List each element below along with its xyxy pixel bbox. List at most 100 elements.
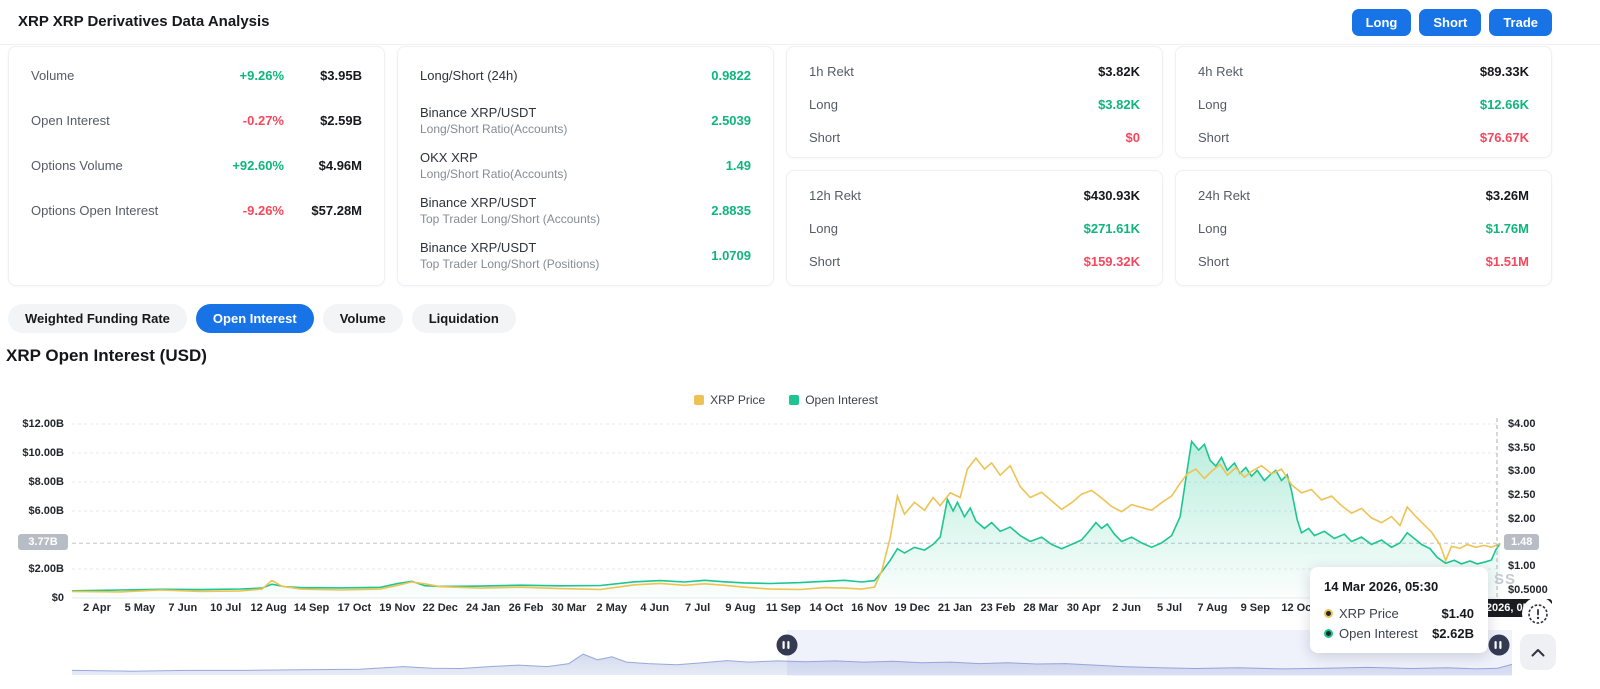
legend-item-open-interest[interactable]: Open Interest bbox=[789, 393, 878, 407]
tooltip-series-value: $1.40 bbox=[1441, 605, 1474, 621]
x-axis-label: 2 May bbox=[596, 602, 628, 614]
y-axis-right-label: $2.50 bbox=[1508, 489, 1536, 502]
xrp-price-line bbox=[71, 456, 1501, 593]
x-axis-label: 12 Aug bbox=[250, 602, 287, 614]
ratio-value: 2.5039 bbox=[711, 113, 751, 128]
rekt-label: Long bbox=[1198, 221, 1227, 236]
y-axis-left-label: $8.00B bbox=[28, 476, 64, 488]
chart-legend: XRP Price Open Interest bbox=[0, 393, 1572, 407]
x-axis-label: 12 Oct bbox=[1281, 602, 1316, 614]
overview-row: Volume +9.26% $3.95B bbox=[31, 53, 362, 98]
x-axis-label: 5 May bbox=[124, 602, 156, 614]
x-axis-label: 21 Jan bbox=[937, 602, 973, 614]
navigator-handle-right[interactable] bbox=[1488, 634, 1510, 656]
y-axis-left-label: $2.00B bbox=[28, 563, 64, 575]
x-axis-label: 23 Feb bbox=[980, 602, 1016, 614]
ratio-value: 2.8835 bbox=[711, 203, 751, 218]
rekt-row: Short $0 bbox=[809, 121, 1140, 154]
alert-seal-icon bbox=[1528, 603, 1548, 624]
tooltip-series-dot-icon bbox=[1324, 608, 1333, 618]
rekt-label: Long bbox=[809, 221, 838, 236]
x-axis-label: 30 Apr bbox=[1066, 602, 1101, 614]
x-axis-label: 4 Jun bbox=[640, 602, 670, 614]
navigator-handle-left[interactable] bbox=[776, 634, 798, 656]
x-axis-label: 10 Jul bbox=[210, 602, 242, 614]
ratio-name: OKX XRP Long/Short Ratio(Accounts) bbox=[420, 149, 726, 182]
tooltip-date: 14 Mar 2026, 05:30 bbox=[1324, 579, 1439, 594]
scroll-top-button[interactable] bbox=[1520, 634, 1556, 670]
y-axis-left-label: $10.00B bbox=[22, 447, 64, 459]
ratio-row: OKX XRP Long/Short Ratio(Accounts) 1.49 bbox=[420, 143, 751, 188]
rekt-value: $1.76M bbox=[1485, 221, 1529, 236]
chart-tabs: Weighted Funding Rate Open Interest Volume… bbox=[8, 304, 516, 333]
metric-change: +9.26% bbox=[239, 68, 284, 83]
rekt-value: $12.66K bbox=[1479, 97, 1529, 112]
ratio-row: Long/Short (24h) 0.9822 bbox=[420, 53, 751, 98]
long-short-ratios-card: Long/Short (24h) 0.9822 Binance XRP/USDT Lo… bbox=[397, 46, 774, 286]
rekt-label: 12h Rekt bbox=[809, 188, 862, 203]
x-axis-label: 24 Jan bbox=[465, 602, 501, 614]
x-axis-label: 5 Jul bbox=[1156, 602, 1183, 614]
rekt-card-12h: 12h Rekt $430.93K Long $271.61K Short $159.32… bbox=[786, 170, 1163, 286]
legend-item-xrp-price[interactable]: XRP Price bbox=[694, 393, 765, 407]
header-actions: Long Short Trade bbox=[1351, 9, 1552, 36]
floating-controls bbox=[1520, 597, 1556, 670]
ratio-value: 0.9822 bbox=[711, 68, 751, 83]
metric-value: $4.96M bbox=[318, 158, 362, 173]
page-header: XRP XRP Derivatives Data Analysis Long Sh… bbox=[0, 0, 1600, 45]
watermark: SS bbox=[1494, 571, 1517, 588]
y-axis-left-label: $12.00B bbox=[22, 418, 64, 430]
tooltip-row: Open Interest $2.62B bbox=[1324, 623, 1474, 643]
open-interest-area bbox=[72, 441, 1500, 598]
metric-label: Options Volume bbox=[31, 158, 123, 173]
metric-value: $2.59B bbox=[320, 113, 362, 128]
tab-liquidation[interactable]: Liquidation bbox=[411, 304, 516, 333]
price-current-badge: 1.48 bbox=[1504, 534, 1540, 550]
rekt-label: Long bbox=[1198, 97, 1227, 112]
ratio-name: Long/Short (24h) bbox=[420, 67, 711, 84]
y-axis-right-label: $3.00 bbox=[1508, 465, 1536, 478]
rekt-label: Long bbox=[809, 97, 838, 112]
ratio-subtitle: Top Trader Long/Short (Positions) bbox=[420, 257, 600, 271]
tab-volume[interactable]: Volume bbox=[322, 304, 403, 333]
alert-badge-button[interactable] bbox=[1521, 597, 1555, 630]
rekt-row: Short $76.67K bbox=[1198, 121, 1529, 154]
rekt-label: 1h Rekt bbox=[809, 64, 854, 79]
ratio-value: 1.49 bbox=[725, 158, 751, 173]
trade-action-button-trade[interactable]: Trade bbox=[1489, 9, 1552, 36]
rekt-label: Short bbox=[1198, 254, 1230, 269]
rekt-value: $1.51M bbox=[1485, 254, 1529, 269]
rekt-value: $159.32K bbox=[1083, 254, 1140, 269]
metric-change: +92.60% bbox=[232, 158, 284, 173]
ratio-name: Binance XRP/USDT Top Trader Long/Short (P… bbox=[420, 239, 711, 272]
y-axis-right-label: $3.50 bbox=[1508, 441, 1536, 454]
rekt-row: Short $1.51M bbox=[1198, 245, 1529, 278]
rekt-row: 4h Rekt $89.33K bbox=[1198, 55, 1529, 88]
x-axis-label: 11 Sep bbox=[765, 602, 801, 614]
x-axis-label: 17 Oct bbox=[337, 602, 372, 614]
rekt-label: Short bbox=[809, 130, 841, 145]
trade-action-button-short[interactable]: Short bbox=[1419, 9, 1482, 36]
y-axis-left-label: $6.00B bbox=[28, 505, 64, 517]
rekt-value: $0 bbox=[1125, 130, 1140, 145]
tab-open-interest[interactable]: Open Interest bbox=[195, 304, 314, 333]
tooltip-series-dot-icon bbox=[1324, 628, 1333, 638]
y-axis-right-label: $2.00 bbox=[1508, 512, 1536, 525]
x-axis-label: 2 Apr bbox=[83, 602, 111, 614]
open-interest-current-badge: 3.77B bbox=[18, 534, 68, 550]
rekt-row: Long $271.61K bbox=[809, 212, 1140, 245]
ratio-subtitle: Long/Short Ratio(Accounts) bbox=[420, 167, 568, 181]
rekt-card-24h: 24h Rekt $3.26M Long $1.76M Short $1.51M bbox=[1175, 170, 1552, 286]
ratio-value: 1.0709 bbox=[711, 248, 751, 263]
chart-title: XRP Open Interest (USD) bbox=[6, 346, 207, 365]
x-axis-label: 16 Nov bbox=[851, 602, 888, 614]
tab-weighted-funding-rate[interactable]: Weighted Funding Rate bbox=[8, 304, 187, 333]
rekt-label: Short bbox=[1198, 130, 1230, 145]
ratio-row: Binance XRP/USDT Long/Short Ratio(Account… bbox=[420, 98, 751, 143]
trade-action-button-long[interactable]: Long bbox=[1351, 9, 1412, 36]
tooltip-series-label: XRP Price bbox=[1339, 605, 1399, 621]
metric-label: Open Interest bbox=[31, 113, 110, 128]
navigator-track[interactable] bbox=[71, 630, 1513, 676]
rekt-row: Short $159.32K bbox=[809, 245, 1140, 278]
legend-label: XRP Price bbox=[710, 393, 766, 407]
